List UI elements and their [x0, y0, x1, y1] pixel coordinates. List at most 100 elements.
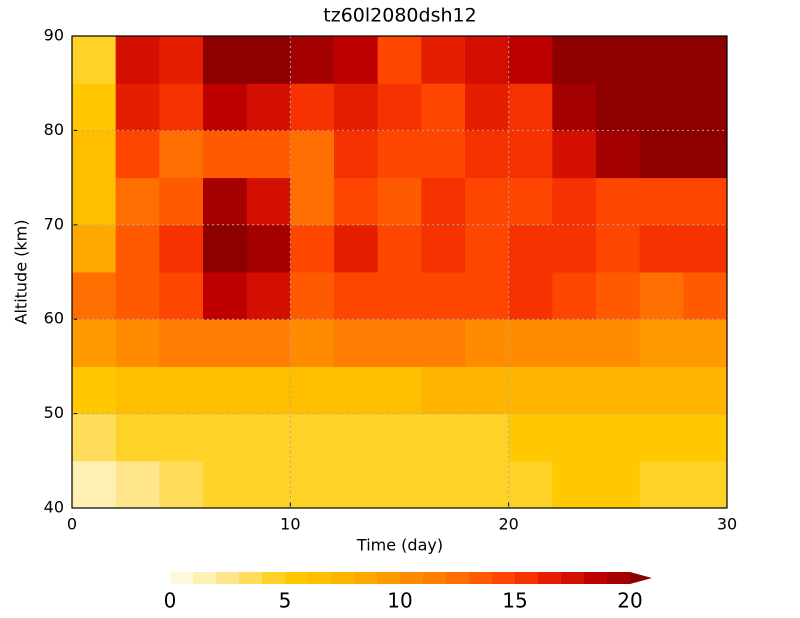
heatmap-cell: [683, 366, 728, 415]
heatmap-cell: [72, 177, 117, 226]
colorbar-segment: [423, 572, 447, 584]
heatmap-cell: [508, 83, 553, 131]
heatmap-cell: [115, 366, 160, 415]
colorbar-segment: [607, 572, 631, 584]
heatmap-cell: [159, 319, 204, 367]
heatmap-cell: [421, 224, 466, 273]
heatmap-cell: [552, 177, 597, 226]
heatmap-cell: [203, 413, 248, 462]
heatmap-cell: [159, 366, 204, 415]
heatmap-cell: [203, 319, 248, 367]
colorbar-segment: [400, 572, 424, 584]
heatmap-cell: [246, 36, 291, 84]
heatmap-cell: [508, 130, 553, 179]
colorbar-tick-label: 10: [387, 589, 412, 613]
heatmap-cell: [508, 224, 553, 273]
heatmap-cell: [508, 36, 553, 84]
y-tick-label: 70: [44, 214, 64, 233]
heatmap-cell: [159, 177, 204, 226]
heatmap-cell: [683, 224, 728, 273]
heatmap-cell: [508, 177, 553, 226]
colorbar-segment: [515, 572, 539, 584]
y-axis-label: Altitude (km): [12, 220, 31, 325]
heatmap-cell: [465, 224, 510, 273]
heatmap-cell: [334, 83, 379, 131]
heatmap-cell: [421, 319, 466, 367]
x-tick-label: 0: [67, 515, 77, 534]
colorbar-segment: [308, 572, 332, 584]
heatmap-cell: [115, 319, 160, 367]
heatmap-cell: [334, 366, 379, 415]
colorbar-segment: [354, 572, 378, 584]
colorbar-segment: [561, 572, 585, 584]
colorbar-segment: [469, 572, 493, 584]
heatmap-cell: [552, 83, 597, 131]
heatmap-cell: [639, 272, 684, 320]
heatmap-cell: [72, 319, 117, 367]
heatmap-cell: [683, 413, 728, 462]
heatmap-cell: [465, 272, 510, 320]
heatmap-cell: [596, 460, 641, 509]
heatmap-cell: [72, 272, 117, 320]
heatmap-cell: [72, 83, 117, 131]
colorbar-segment: [446, 572, 470, 584]
heatmap-cell: [203, 272, 248, 320]
heatmap-cell: [246, 460, 291, 509]
heatmap-cell: [334, 319, 379, 367]
x-tick-label: 30: [717, 515, 737, 534]
heatmap-cell: [246, 413, 291, 462]
heatmap-cell: [72, 130, 117, 179]
y-tick-label: 60: [44, 309, 64, 328]
heatmap-cell: [421, 460, 466, 509]
heatmap-cell: [203, 130, 248, 179]
colorbar-segment: [239, 572, 263, 584]
x-tick-label: 20: [498, 515, 518, 534]
heatmap-cell: [334, 36, 379, 84]
heatmap-cell: [290, 83, 335, 131]
heatmap-cell: [377, 224, 422, 273]
heatmap-cell: [377, 177, 422, 226]
y-tick-label: 80: [44, 120, 64, 139]
heatmap-cell: [552, 319, 597, 367]
heatmap-cell: [290, 36, 335, 84]
heatmap-cell: [683, 319, 728, 367]
colorbar-segment: [285, 572, 309, 584]
plot-frame: [71, 35, 728, 509]
heatmap-cell: [465, 460, 510, 509]
heatmap-cell: [639, 177, 684, 226]
heatmap-cell: [203, 224, 248, 273]
heatmap-cell: [115, 272, 160, 320]
heatmap-cell: [508, 319, 553, 367]
heatmap-cell: [203, 460, 248, 509]
heatmap-cell: [290, 366, 335, 415]
heatmap-cell: [115, 224, 160, 273]
heatmap-cell: [334, 224, 379, 273]
heatmap-cell: [639, 319, 684, 367]
heatmap-cell: [596, 366, 641, 415]
heatmap-cell: [334, 130, 379, 179]
heatmap-cell: [683, 83, 728, 131]
heatmap-cell: [465, 366, 510, 415]
colorbar-segment: [377, 572, 401, 584]
heatmap-cell: [508, 413, 553, 462]
heatmap-cell: [377, 36, 422, 84]
heatmap-cell: [639, 83, 684, 131]
heatmap-cell: [246, 272, 291, 320]
heatmap-cell: [465, 130, 510, 179]
heatmap-cell: [334, 413, 379, 462]
heatmap-cell: [596, 224, 641, 273]
heatmap-cell: [246, 177, 291, 226]
heatmap-cell: [115, 36, 160, 84]
heatmap-cell: [508, 460, 553, 509]
heatmap-cell: [421, 272, 466, 320]
colorbar-tick-label: 20: [617, 589, 642, 613]
heatmap-cell: [421, 366, 466, 415]
heatmap-cell: [421, 177, 466, 226]
heatmap-cell: [552, 413, 597, 462]
heatmap-cell: [596, 130, 641, 179]
heatmap-cell: [421, 130, 466, 179]
heatmap-cell: [290, 224, 335, 273]
colorbar-tick-label: 0: [164, 589, 177, 613]
heatmap-cell: [334, 177, 379, 226]
heatmap-cell: [246, 130, 291, 179]
